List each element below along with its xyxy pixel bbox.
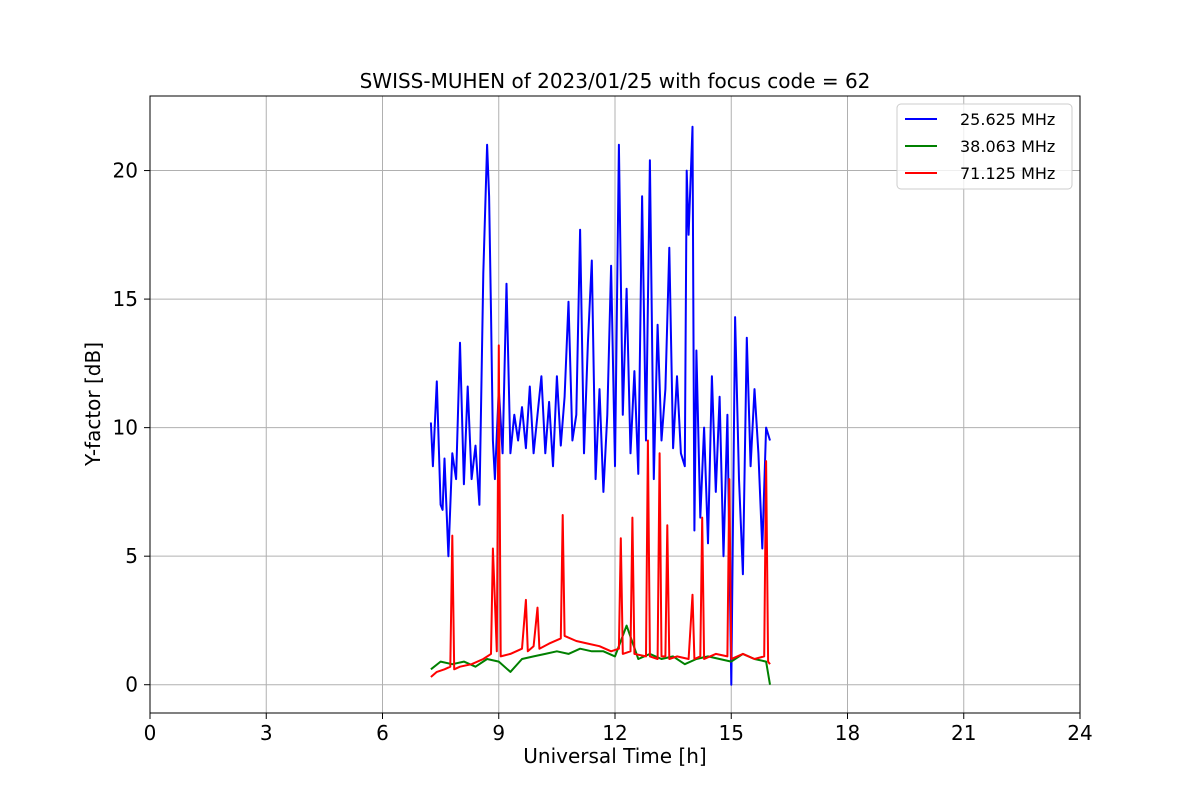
x-tick-label: 15 bbox=[719, 721, 744, 745]
x-tick-label: 9 bbox=[492, 721, 505, 745]
series-line-71-125-mhz bbox=[430, 344, 771, 678]
chart-title: SWISS-MUHEN of 2023/01/25 with focus cod… bbox=[360, 69, 871, 93]
x-tick-label: 6 bbox=[376, 721, 389, 745]
y-tick-label: 5 bbox=[125, 544, 138, 568]
x-tick-label: 0 bbox=[144, 721, 157, 745]
y-axis: 0 5 10 15 20 bbox=[113, 159, 150, 697]
legend-label: 71.125 MHz bbox=[960, 164, 1055, 183]
x-tick-label: 24 bbox=[1067, 721, 1092, 745]
series-layer bbox=[429, 125, 771, 686]
series-line-38-063-mhz bbox=[430, 624, 771, 685]
y-tick-label: 10 bbox=[113, 416, 138, 440]
series-line-25-625-mhz bbox=[429, 125, 771, 686]
x-tick-label: 21 bbox=[951, 721, 976, 745]
y-tick-label: 0 bbox=[125, 673, 138, 697]
legend: 25.625 MHz 38.063 MHz 71.125 MHz bbox=[896, 103, 1073, 190]
x-tick-label: 3 bbox=[260, 721, 273, 745]
x-axis: 0 3 6 9 12 15 18 21 24 bbox=[144, 713, 1093, 745]
legend-label: 25.625 MHz bbox=[960, 110, 1055, 129]
legend-label: 38.063 MHz bbox=[960, 137, 1055, 156]
y-tick-label: 20 bbox=[113, 159, 138, 183]
y-tick-label: 15 bbox=[113, 287, 138, 311]
x-axis-title: Universal Time [h] bbox=[523, 744, 706, 768]
y-axis-title: Y-factor [dB] bbox=[81, 342, 105, 467]
x-tick-label: 12 bbox=[602, 721, 627, 745]
x-tick-label: 18 bbox=[835, 721, 860, 745]
legend-box bbox=[896, 103, 1073, 190]
